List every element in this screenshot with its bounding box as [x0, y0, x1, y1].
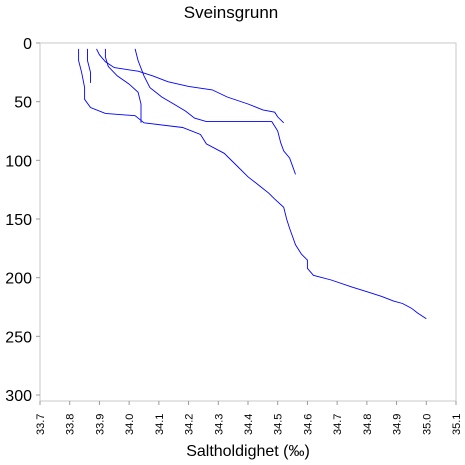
- y-tick-label: 100: [5, 153, 32, 170]
- x-tick-label: 33.8: [65, 414, 77, 435]
- x-tick-label: 34.3: [213, 414, 225, 435]
- salinity-profile-line-2: [87, 48, 91, 83]
- x-tick-label: 35.0: [421, 414, 433, 435]
- axis-ticks: 33.7 33.8 33.9 34.0 34.1 34.2 34.3 34.4 34.5 34.6…: [5, 36, 463, 435]
- x-tick-label: 34.8: [362, 414, 374, 435]
- y-tick-label: 50: [14, 95, 32, 112]
- salinity-profile-line-4: [104, 48, 142, 123]
- x-tick-label: 34.1: [154, 414, 166, 435]
- x-tick-label: 34.9: [392, 414, 404, 435]
- y-tick-label: 250: [5, 329, 32, 346]
- x-tick-label: 34.0: [124, 414, 136, 435]
- x-tick-label: 33.7: [35, 414, 47, 435]
- plot-frame: [39, 42, 457, 402]
- x-tick-label: 33.9: [94, 414, 106, 435]
- x-tick-label: 35.1: [451, 414, 463, 435]
- y-tick-label: 300: [5, 388, 32, 405]
- x-tick-label: 34.2: [184, 414, 196, 435]
- profiles-group: [78, 48, 427, 320]
- salinity-profile-line-3: [96, 48, 285, 124]
- y-tick-label: 200: [5, 271, 32, 288]
- chart-title: Sveinsgrunn: [184, 3, 279, 22]
- x-tick-label: 34.7: [332, 414, 344, 435]
- salinity-profile-line-5: [134, 48, 296, 175]
- x-tick-label: 34.6: [302, 414, 314, 435]
- salinity-profile-line-1: [78, 48, 427, 320]
- y-tick-label: 0: [23, 36, 32, 53]
- x-axis-label: Saltholdighet (‰): [186, 443, 310, 460]
- y-tick-label: 150: [5, 212, 32, 229]
- x-tick-label: 34.5: [273, 414, 285, 435]
- x-tick-label: 34.4: [243, 414, 255, 435]
